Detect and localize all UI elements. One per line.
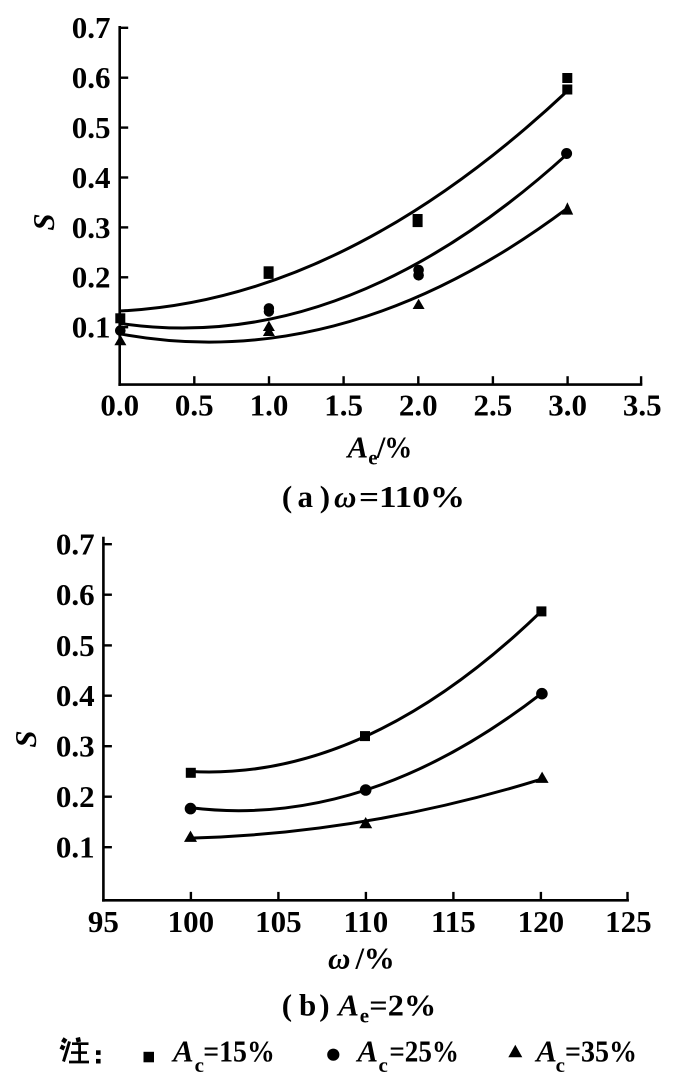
svg-text:0.1: 0.1 (56, 830, 95, 865)
svg-text:ω: ω (328, 941, 350, 976)
svg-text:0.6: 0.6 (72, 60, 111, 95)
svg-text:=25%: =25% (389, 1034, 459, 1069)
svg-text:2.0: 2.0 (399, 387, 438, 422)
svg-text:): ) (319, 988, 329, 1023)
svg-text:A: A (355, 1034, 378, 1069)
svg-text:0.5: 0.5 (72, 110, 111, 145)
svg-text:2.5: 2.5 (474, 387, 513, 422)
svg-text:S: S (26, 213, 61, 230)
svg-text:/: / (355, 941, 365, 976)
svg-text:e: e (368, 446, 377, 470)
svg-text:105: 105 (255, 904, 302, 939)
svg-text:=15%: =15% (203, 1034, 274, 1069)
svg-text:0.7: 0.7 (56, 527, 95, 562)
svg-text:%: % (364, 941, 395, 976)
svg-text:=110%: =110% (359, 479, 465, 514)
svg-text:1.0: 1.0 (250, 387, 289, 422)
svg-text:c: c (556, 1053, 565, 1077)
svg-text:A: A (534, 1034, 557, 1069)
svg-text:0.6: 0.6 (56, 577, 95, 612)
svg-text:0.5: 0.5 (56, 628, 95, 663)
svg-text:0.2: 0.2 (56, 779, 95, 814)
svg-text:(: ( (282, 479, 292, 514)
svg-text:A: A (171, 1034, 194, 1069)
svg-text:0.2: 0.2 (72, 260, 111, 295)
svg-text:=35%: =35% (565, 1034, 637, 1069)
svg-text:0.1: 0.1 (72, 310, 111, 345)
svg-text:(: ( (282, 988, 292, 1023)
svg-text:110: 110 (344, 904, 389, 939)
svg-text:0.0: 0.0 (100, 387, 139, 422)
svg-text:115: 115 (431, 904, 476, 939)
svg-text:e: e (360, 1004, 369, 1028)
svg-text:100: 100 (168, 904, 215, 939)
svg-text:ω: ω (334, 479, 356, 514)
svg-text:120: 120 (518, 904, 565, 939)
svg-text:0.7: 0.7 (72, 10, 111, 45)
svg-text:b: b (299, 988, 316, 1023)
svg-text:3.5: 3.5 (623, 387, 662, 422)
svg-text:0.4: 0.4 (72, 160, 111, 195)
svg-text:A: A (336, 988, 359, 1023)
svg-text:0.3: 0.3 (72, 210, 111, 245)
svg-text:/: / (376, 430, 386, 465)
svg-text:125: 125 (605, 904, 652, 939)
svg-text:a: a (298, 479, 314, 514)
svg-text:): ) (320, 479, 330, 514)
svg-text:0.3: 0.3 (56, 729, 95, 764)
svg-text:=2%: =2% (369, 988, 436, 1023)
svg-text:1.5: 1.5 (324, 387, 363, 422)
svg-text:c: c (195, 1053, 204, 1077)
svg-text:0.4: 0.4 (56, 678, 95, 713)
svg-text:95: 95 (88, 904, 119, 939)
svg-text:0.5: 0.5 (175, 387, 214, 422)
svg-text:%: % (384, 430, 412, 465)
svg-text:A: A (346, 430, 369, 465)
svg-text:3.0: 3.0 (548, 387, 587, 422)
svg-text:c: c (379, 1053, 388, 1077)
svg-text:S: S (8, 730, 43, 747)
